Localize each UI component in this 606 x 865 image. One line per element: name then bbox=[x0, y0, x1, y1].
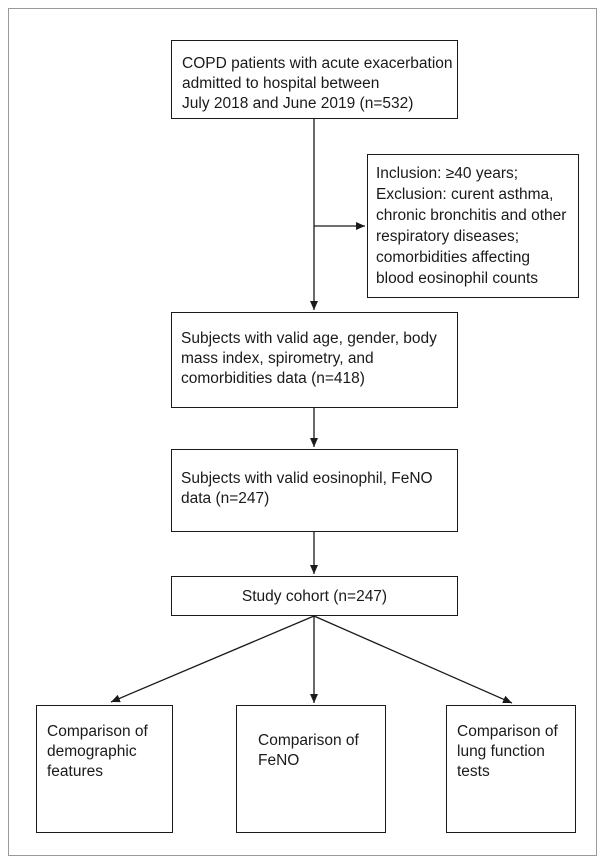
criteria-line: chronic bronchitis and other bbox=[376, 207, 567, 224]
arrow-cohort-to-outcome-demographic bbox=[110, 615, 315, 703]
criteria-line: blood eosinophil counts bbox=[376, 270, 539, 287]
valid-eosinophil-box: Subjects with valid eosinophil, FeNO dat… bbox=[171, 449, 458, 532]
outcome-demographic-line: Comparison of bbox=[47, 723, 148, 740]
outcome-feno-line: FeNO bbox=[258, 752, 300, 769]
outcome-feno-box: Comparison of FeNO bbox=[236, 705, 386, 833]
outcome-lung-box: Comparison of lung function tests bbox=[446, 705, 576, 833]
criteria-line: comorbidities affecting bbox=[376, 249, 530, 266]
outcome-feno-line: Comparison of bbox=[258, 732, 359, 749]
valid-demographics-box: Subjects with valid age, gender, body ma… bbox=[171, 312, 458, 408]
arrow-cohort-to-outcome-lung bbox=[313, 615, 513, 704]
enrolled-line: admitted to hospital between bbox=[182, 75, 380, 92]
outcome-demographic-line: features bbox=[47, 763, 104, 780]
valid-demographics-line: Subjects with valid age, gender, body bbox=[181, 330, 437, 347]
outcome-lung-line: Comparison of bbox=[457, 723, 558, 740]
criteria-line: Inclusion: ≥40 years; bbox=[376, 165, 519, 182]
valid-demographics-line: mass index, spirometry, and bbox=[181, 350, 374, 367]
valid-demographics-line: comorbidities data (n=418) bbox=[181, 370, 365, 387]
criteria-line: respiratory diseases; bbox=[376, 228, 520, 245]
valid-eosinophil-line: Subjects with valid eosinophil, FeNO bbox=[181, 470, 433, 487]
criteria-line: Exclusion: curent asthma, bbox=[376, 186, 554, 203]
enrolled-line: COPD patients with acute exacerbation bbox=[182, 55, 453, 72]
enrolled-box: COPD patients with acute exacerbation ad… bbox=[171, 40, 458, 119]
enrolled-line: July 2018 and June 2019 (n=532) bbox=[182, 95, 414, 112]
outcome-lung-line: lung function bbox=[457, 743, 545, 760]
outcome-demographic-line: demographic bbox=[47, 743, 137, 760]
valid-eosinophil-line: data (n=247) bbox=[181, 490, 270, 507]
criteria-box: Inclusion: ≥40 years; Exclusion: curent … bbox=[367, 154, 579, 298]
outcome-demographic-box: Comparison of demographic features bbox=[36, 705, 173, 833]
figure-frame bbox=[8, 8, 597, 856]
cohort-box: Study cohort (n=247) bbox=[171, 576, 458, 616]
cohort-label: Study cohort (n=247) bbox=[241, 588, 388, 605]
outcome-lung-line: tests bbox=[457, 763, 490, 780]
